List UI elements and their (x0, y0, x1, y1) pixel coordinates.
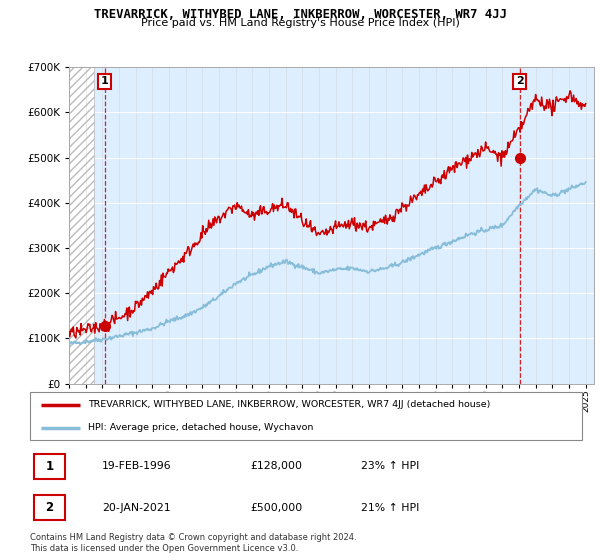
Text: 20-JAN-2021: 20-JAN-2021 (102, 503, 170, 512)
Text: 19-FEB-1996: 19-FEB-1996 (102, 461, 172, 471)
Text: £500,000: £500,000 (251, 503, 303, 512)
Text: £128,000: £128,000 (251, 461, 303, 471)
Text: HPI: Average price, detached house, Wychavon: HPI: Average price, detached house, Wych… (88, 423, 313, 432)
Text: TREVARRICK, WITHYBED LANE, INKBERROW, WORCESTER, WR7 4JJ: TREVARRICK, WITHYBED LANE, INKBERROW, WO… (94, 8, 506, 21)
Text: TREVARRICK, WITHYBED LANE, INKBERROW, WORCESTER, WR7 4JJ (detached house): TREVARRICK, WITHYBED LANE, INKBERROW, WO… (88, 400, 490, 409)
Text: 23% ↑ HPI: 23% ↑ HPI (361, 461, 419, 471)
Text: 2: 2 (45, 501, 53, 514)
Text: Contains HM Land Registry data © Crown copyright and database right 2024.
This d: Contains HM Land Registry data © Crown c… (30, 533, 356, 553)
Text: Price paid vs. HM Land Registry's House Price Index (HPI): Price paid vs. HM Land Registry's House … (140, 18, 460, 29)
Text: 2: 2 (516, 76, 524, 86)
Text: 21% ↑ HPI: 21% ↑ HPI (361, 503, 419, 512)
FancyBboxPatch shape (34, 495, 65, 520)
Text: 1: 1 (45, 460, 53, 473)
FancyBboxPatch shape (30, 392, 582, 440)
Text: 1: 1 (101, 76, 109, 86)
FancyBboxPatch shape (34, 454, 65, 479)
